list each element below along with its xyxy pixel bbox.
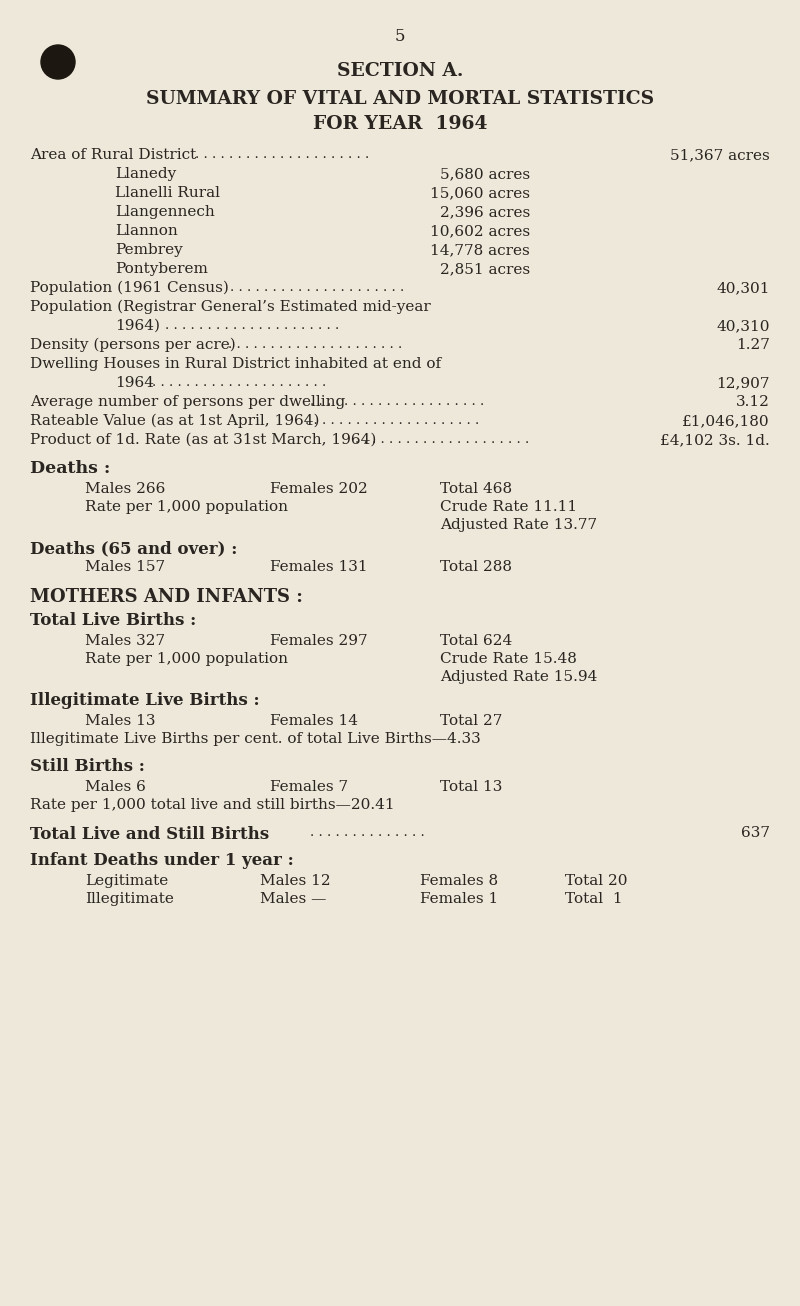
- Text: Rate per 1,000 population: Rate per 1,000 population: [85, 500, 288, 515]
- Text: Rateable Value (as at 1st April, 1964): Rateable Value (as at 1st April, 1964): [30, 414, 319, 428]
- Text: Deaths :: Deaths :: [30, 460, 110, 477]
- Text: 1964: 1964: [115, 376, 154, 390]
- Text: Adjusted Rate 13.77: Adjusted Rate 13.77: [440, 518, 597, 532]
- Text: Llanedy: Llanedy: [115, 167, 176, 182]
- Text: . . . . . . . . . . . . . . . . . . . . .: . . . . . . . . . . . . . . . . . . . . …: [230, 281, 404, 294]
- Text: £4,102 3s. 1d.: £4,102 3s. 1d.: [660, 434, 770, 447]
- Text: Product of 1d. Rate (as at 31st March, 1964): Product of 1d. Rate (as at 31st March, 1…: [30, 434, 376, 447]
- Text: 5: 5: [394, 27, 406, 44]
- Text: Total 13: Total 13: [440, 780, 502, 794]
- Text: 3.12: 3.12: [736, 394, 770, 409]
- Text: 637: 637: [741, 825, 770, 840]
- Text: . . . . . . . . . . . . . . . . . . . . .: . . . . . . . . . . . . . . . . . . . . …: [228, 338, 402, 351]
- Text: Average number of persons per dwelling: Average number of persons per dwelling: [30, 394, 346, 409]
- Text: 1964): 1964): [115, 319, 160, 333]
- Text: Population (Registrar General’s Estimated mid-year: Population (Registrar General’s Estimate…: [30, 300, 430, 315]
- Text: Males 157: Males 157: [85, 560, 165, 575]
- Text: . . . . . . . . . . . . . . . . . . . . .: . . . . . . . . . . . . . . . . . . . . …: [165, 319, 339, 332]
- Text: Illegitimate: Illegitimate: [85, 892, 174, 906]
- Text: Females 7: Females 7: [270, 780, 348, 794]
- Text: Illegitimate Live Births :: Illegitimate Live Births :: [30, 692, 260, 709]
- Text: Males 266: Males 266: [85, 482, 166, 496]
- Text: £1,046,180: £1,046,180: [682, 414, 770, 428]
- Text: Males 6: Males 6: [85, 780, 146, 794]
- Text: Males 13: Males 13: [85, 714, 155, 727]
- Text: . . . . . . . . . . . . . . . . . . . . .: . . . . . . . . . . . . . . . . . . . . …: [355, 434, 530, 447]
- Text: Deaths (65 and over) :: Deaths (65 and over) :: [30, 539, 238, 556]
- Text: Total 288: Total 288: [440, 560, 512, 575]
- Text: Area of Rural District: Area of Rural District: [30, 148, 196, 162]
- Text: 15,060 acres: 15,060 acres: [430, 185, 530, 200]
- Text: 14,778 acres: 14,778 acres: [430, 243, 530, 257]
- Text: Rate per 1,000 total live and still births—20.41: Rate per 1,000 total live and still birt…: [30, 798, 394, 812]
- Text: Illegitimate Live Births per cent. of total Live Births—4.33: Illegitimate Live Births per cent. of to…: [30, 731, 481, 746]
- Text: Females 202: Females 202: [270, 482, 368, 496]
- Text: Crude Rate 15.48: Crude Rate 15.48: [440, 652, 577, 666]
- Text: Total 624: Total 624: [440, 633, 512, 648]
- Text: Llangennech: Llangennech: [115, 205, 214, 219]
- Text: MOTHERS AND INFANTS :: MOTHERS AND INFANTS :: [30, 588, 303, 606]
- Text: Infant Deaths under 1 year :: Infant Deaths under 1 year :: [30, 852, 294, 868]
- Text: Rate per 1,000 population: Rate per 1,000 population: [85, 652, 288, 666]
- Text: Males 12: Males 12: [260, 874, 330, 888]
- Text: 2,396 acres: 2,396 acres: [440, 205, 530, 219]
- Circle shape: [41, 44, 75, 78]
- Text: Adjusted Rate 15.94: Adjusted Rate 15.94: [440, 670, 598, 684]
- Text: Pontyberem: Pontyberem: [115, 263, 208, 276]
- Text: Females 8: Females 8: [420, 874, 498, 888]
- Text: SECTION A.: SECTION A.: [337, 61, 463, 80]
- Text: Density (persons per acre): Density (persons per acre): [30, 338, 236, 353]
- Text: Females 14: Females 14: [270, 714, 358, 727]
- Text: 1.27: 1.27: [736, 338, 770, 353]
- Text: Females 297: Females 297: [270, 633, 368, 648]
- Text: Pembrey: Pembrey: [115, 243, 182, 257]
- Text: Females 131: Females 131: [270, 560, 368, 575]
- Text: Llannon: Llannon: [115, 225, 178, 238]
- Text: Total Live Births :: Total Live Births :: [30, 613, 196, 629]
- Text: Total 468: Total 468: [440, 482, 512, 496]
- Text: Dwelling Houses in Rural District inhabited at end of: Dwelling Houses in Rural District inhabi…: [30, 357, 441, 371]
- Text: 12,907: 12,907: [717, 376, 770, 390]
- Text: Females 1: Females 1: [420, 892, 498, 906]
- Text: Llanelli Rural: Llanelli Rural: [115, 185, 220, 200]
- Text: 5,680 acres: 5,680 acres: [440, 167, 530, 182]
- Text: Crude Rate 11.11: Crude Rate 11.11: [440, 500, 577, 515]
- Text: 51,367 acres: 51,367 acres: [670, 148, 770, 162]
- Text: SUMMARY OF VITAL AND MORTAL STATISTICS: SUMMARY OF VITAL AND MORTAL STATISTICS: [146, 90, 654, 108]
- Text: Total 20: Total 20: [565, 874, 627, 888]
- Text: 2,851 acres: 2,851 acres: [440, 263, 530, 276]
- Text: . . . . . . . . . . . . . . . . . . . . .: . . . . . . . . . . . . . . . . . . . . …: [305, 414, 479, 427]
- Text: Total  1: Total 1: [565, 892, 622, 906]
- Text: 40,310: 40,310: [717, 319, 770, 333]
- Text: Total Live and Still Births: Total Live and Still Births: [30, 825, 269, 842]
- Text: . . . . . . . . . . . . . . . . . . . . .: . . . . . . . . . . . . . . . . . . . . …: [152, 376, 326, 389]
- Text: Population (1961 Census): Population (1961 Census): [30, 281, 229, 295]
- Text: Total 27: Total 27: [440, 714, 502, 727]
- Text: 40,301: 40,301: [717, 281, 770, 295]
- Text: Males 327: Males 327: [85, 633, 165, 648]
- Text: . . . . . . . . . . . . . . . . . . . . .: . . . . . . . . . . . . . . . . . . . . …: [195, 148, 370, 161]
- Text: Legitimate: Legitimate: [85, 874, 168, 888]
- Text: 10,602 acres: 10,602 acres: [430, 225, 530, 238]
- Text: . . . . . . . . . . . . . . . . . . . . .: . . . . . . . . . . . . . . . . . . . . …: [310, 394, 484, 407]
- Text: . . . . . . . . . . . . . .: . . . . . . . . . . . . . .: [310, 825, 425, 838]
- Text: FOR YEAR  1964: FOR YEAR 1964: [313, 115, 487, 133]
- Text: Males —: Males —: [260, 892, 326, 906]
- Text: Still Births :: Still Births :: [30, 757, 145, 774]
